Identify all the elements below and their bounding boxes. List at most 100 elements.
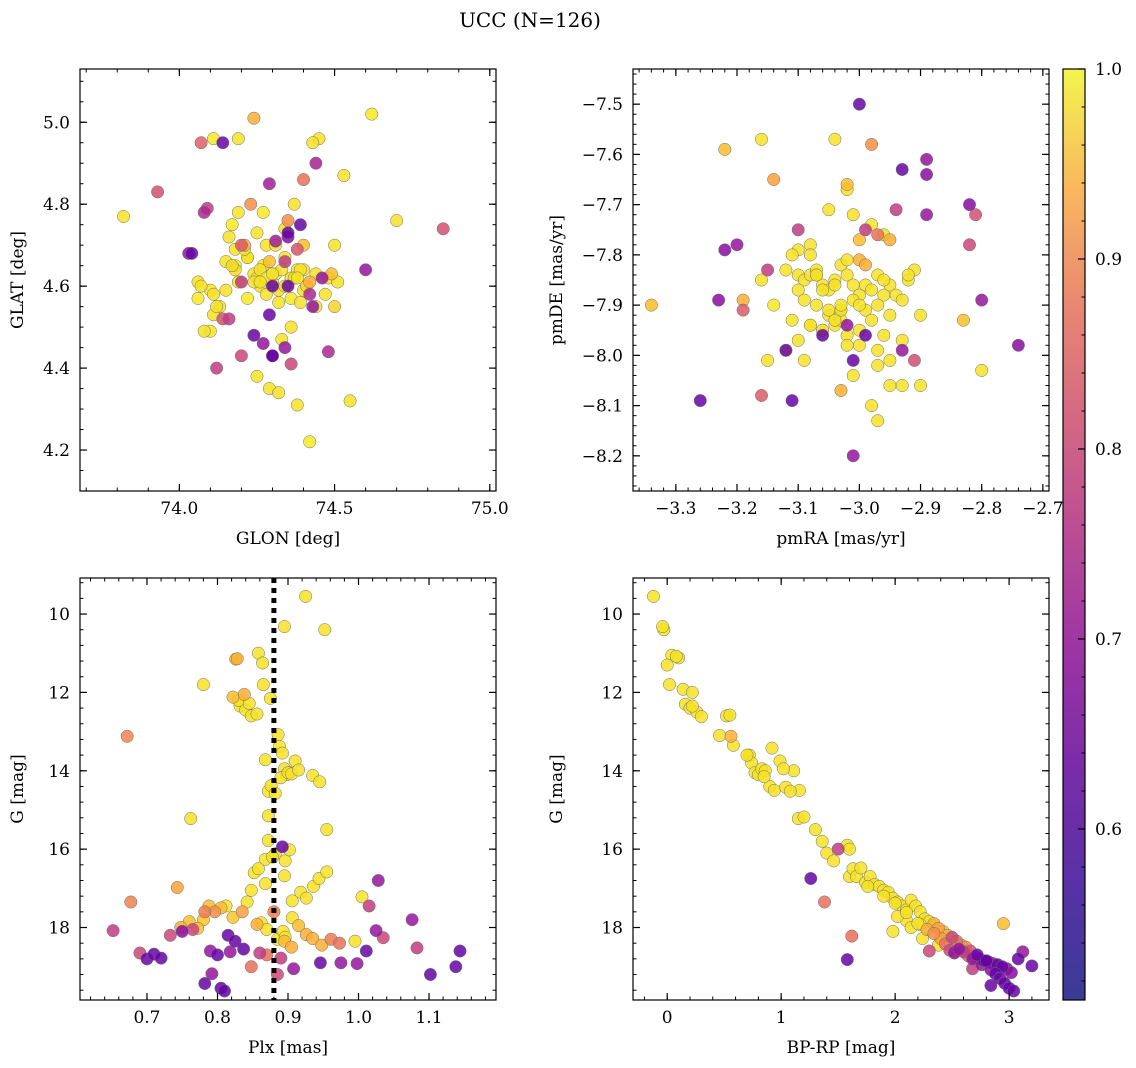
axes-frame — [632, 577, 1050, 1001]
scatter-points — [647, 589, 1039, 998]
data-point — [306, 932, 320, 945]
data-point — [865, 137, 879, 151]
y-tick-label: 14 — [601, 762, 623, 782]
data-point — [761, 263, 775, 277]
data-point — [791, 333, 805, 347]
data-point — [669, 649, 683, 663]
scatter-points — [117, 107, 450, 449]
data-point — [390, 214, 404, 228]
data-point — [320, 865, 334, 879]
data-point — [920, 208, 934, 222]
data-point — [184, 812, 198, 826]
data-point — [315, 938, 329, 952]
data-point — [779, 263, 793, 277]
data-point — [1011, 952, 1025, 966]
data-point — [198, 977, 212, 990]
data-point — [846, 353, 860, 367]
data-point — [284, 320, 298, 334]
data-point — [210, 361, 224, 375]
data-point — [278, 854, 292, 868]
data-point — [761, 353, 775, 367]
data-point — [290, 271, 304, 285]
data-point — [723, 708, 737, 722]
y-tick-label: 4.8 — [43, 195, 70, 215]
colorbar-tick-label: 0.7 — [1095, 630, 1122, 650]
data-point — [275, 840, 289, 854]
data-point — [911, 917, 925, 931]
data-point — [922, 944, 936, 958]
data-point — [791, 283, 805, 297]
panel-glon-glat: 74.0 74.5 75.0 4.2 4.4 4.6 4.8 5.0 GLON [deg] GLA… — [8, 68, 509, 549]
data-point — [365, 107, 379, 121]
data-point — [194, 136, 208, 150]
data-point — [975, 293, 989, 307]
data-point — [303, 275, 317, 289]
data-point — [712, 293, 726, 307]
data-point — [871, 343, 885, 357]
data-point — [859, 223, 872, 237]
data-point — [235, 905, 249, 919]
data-point — [871, 358, 885, 372]
data-point — [871, 298, 885, 312]
data-point — [251, 862, 265, 876]
data-point — [306, 300, 320, 314]
data-point — [292, 763, 306, 777]
data-point — [290, 242, 304, 256]
data-point — [274, 951, 288, 965]
data-point — [297, 173, 310, 187]
data-point — [895, 163, 909, 176]
data-point — [223, 945, 237, 959]
data-point — [253, 275, 267, 289]
data-point — [234, 275, 248, 289]
data-point — [285, 940, 298, 954]
x-tick-label: −3.2 — [716, 499, 757, 519]
data-point — [865, 283, 879, 297]
data-point — [309, 156, 323, 170]
data-point — [895, 343, 909, 357]
data-point — [865, 313, 879, 327]
data-point — [234, 238, 248, 252]
data-point — [318, 623, 332, 637]
data-point — [211, 948, 224, 962]
data-point — [244, 197, 258, 211]
data-point — [877, 328, 891, 342]
data-point — [920, 152, 934, 166]
data-point — [359, 944, 373, 958]
y-axis-label: pmDE [mas/yr] — [547, 215, 567, 345]
data-point — [321, 345, 335, 359]
x-tick-label: 0 — [662, 1008, 673, 1028]
data-point — [845, 929, 859, 943]
y-tick-label: 10 — [48, 605, 70, 625]
data-point — [785, 248, 799, 262]
data-point — [693, 394, 707, 408]
colorbar-gradient — [1063, 69, 1085, 1000]
data-point — [920, 168, 934, 181]
data-point — [313, 956, 327, 970]
data-point — [660, 658, 674, 672]
x-tick-label: 74.5 — [316, 499, 354, 519]
data-point — [250, 226, 264, 240]
data-point — [828, 278, 842, 292]
data-point — [755, 273, 768, 287]
data-point — [303, 435, 317, 449]
x-tick-label: 74.0 — [160, 499, 198, 519]
data-point — [262, 308, 276, 322]
data-point — [889, 203, 903, 217]
data-point — [250, 707, 264, 721]
y-tick-label: 18 — [48, 919, 70, 939]
panel-pmra-pmde: −3.3 −3.2 −3.1 −3.0 −2.9 −2.8 −2.7 −8.2 −8.1 −8.0… — [547, 68, 1064, 549]
data-point — [313, 775, 327, 789]
x-tick-label: −2.9 — [900, 499, 941, 519]
data-point — [785, 394, 799, 408]
y-tick-label: −8.0 — [582, 346, 623, 366]
data-point — [816, 328, 830, 342]
data-point — [975, 363, 989, 377]
data-point — [285, 894, 299, 908]
x-tick-label: −3.0 — [839, 499, 880, 519]
data-point — [852, 233, 866, 247]
data-point — [198, 905, 212, 919]
data-point — [287, 962, 301, 976]
x-tick-label: 2 — [890, 1008, 901, 1028]
figure-title: UCC (N=126) — [459, 8, 601, 32]
